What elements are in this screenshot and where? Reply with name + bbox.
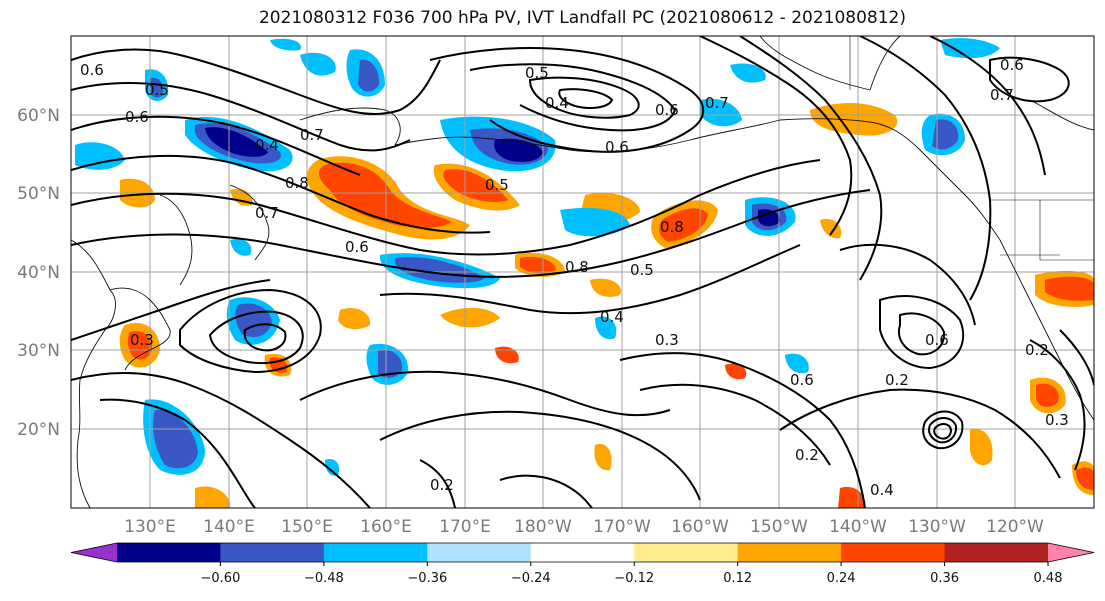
colorbar-extend-low bbox=[71, 543, 117, 562]
contour-label: 0.4 bbox=[255, 136, 279, 154]
contour-label: 0.4 bbox=[545, 94, 569, 112]
contour-label: 0.6 bbox=[1000, 56, 1024, 74]
colorbar-tick-label: −0.24 bbox=[511, 571, 551, 586]
lat-label: 30°N bbox=[17, 341, 60, 361]
contour-label: 0.4 bbox=[870, 481, 894, 499]
contour-label: 0.5 bbox=[525, 64, 549, 82]
colorbar-tick-label: 0.36 bbox=[930, 571, 959, 586]
colorbar-bin bbox=[634, 543, 739, 562]
colorbar-tick-label: −0.48 bbox=[304, 571, 344, 586]
colorbar-tick-label: 0.24 bbox=[827, 571, 856, 586]
contour-label: 0.3 bbox=[655, 331, 679, 349]
contour-label: 0.7 bbox=[255, 204, 279, 222]
contour-label: 0.5 bbox=[630, 261, 654, 279]
contour-label: 0.6 bbox=[655, 101, 679, 119]
lat-labels: 60°N 50°N 40°N 30°N 20°N bbox=[17, 106, 60, 440]
lon-label: 160°E bbox=[360, 517, 412, 537]
colorbar-tick-label: −0.12 bbox=[614, 571, 654, 586]
contour-label: 0.2 bbox=[1025, 341, 1049, 359]
lon-label: 170°W bbox=[593, 517, 651, 537]
lon-label: 150°E bbox=[281, 517, 333, 537]
contour-label: 0.2 bbox=[795, 446, 819, 464]
colorbar-bin bbox=[117, 543, 221, 562]
lon-label: 150°W bbox=[750, 517, 808, 537]
gridlines bbox=[71, 36, 1094, 508]
contour-label: 0.6 bbox=[345, 238, 369, 256]
colorbar-bin bbox=[323, 543, 428, 562]
lon-label: 130°E bbox=[124, 517, 176, 537]
contour-label: 0.6 bbox=[80, 61, 104, 79]
lon-label: 130°W bbox=[908, 517, 966, 537]
colorbar-extend-high bbox=[1048, 543, 1094, 562]
colorbar-bin bbox=[530, 543, 635, 562]
contour-label: 0.6 bbox=[125, 108, 149, 126]
political-boundaries bbox=[849, 36, 1094, 261]
colorbar-tick-label: −0.36 bbox=[407, 571, 447, 586]
contour-label: 0.4 bbox=[600, 308, 624, 326]
contour-label: 0.6 bbox=[790, 371, 814, 389]
contour-label: 0.3 bbox=[1045, 411, 1069, 429]
lon-label: 140°W bbox=[829, 517, 887, 537]
lon-labels: 130°E 140°E 150°E 160°E 170°E 180°W 170°… bbox=[124, 517, 1044, 537]
lon-label: 160°W bbox=[671, 517, 729, 537]
contour-label: 0.8 bbox=[565, 258, 589, 276]
contour-label: 0.2 bbox=[430, 476, 454, 494]
coastlines bbox=[71, 36, 1094, 508]
contour-label: 0.5 bbox=[485, 176, 509, 194]
colorbar-tick-label: 0.48 bbox=[1034, 571, 1063, 586]
colorbar-bin bbox=[841, 543, 946, 562]
lat-label: 40°N bbox=[17, 263, 60, 283]
colorbar-bin bbox=[737, 543, 842, 562]
lat-label: 50°N bbox=[17, 184, 60, 204]
lon-label: 170°E bbox=[439, 517, 491, 537]
lon-label: 120°W bbox=[986, 517, 1044, 537]
colorbar-tick-label: 0.12 bbox=[723, 571, 752, 586]
contour-label: 0.3 bbox=[130, 331, 154, 349]
lon-label: 180°W bbox=[514, 517, 572, 537]
lon-label: 140°E bbox=[203, 517, 255, 537]
pv-shading bbox=[75, 38, 1094, 508]
chart-title: 2021080312 F036 700 hPa PV, IVT Landfall… bbox=[258, 8, 906, 28]
contour-label: 0.6 bbox=[605, 138, 629, 156]
contour-label: 0.7 bbox=[990, 86, 1014, 104]
colorbar-bin bbox=[427, 543, 532, 562]
colorbar-bin bbox=[220, 543, 325, 562]
contour-label: 0.2 bbox=[885, 371, 909, 389]
contour-labels: 0.6 0.5 0.6 0.4 0.7 0.8 0.7 0.6 0.5 0.4 … bbox=[80, 56, 1069, 499]
map-frame bbox=[70, 35, 1095, 509]
colorbar-bin bbox=[944, 543, 1049, 562]
colorbar-outline bbox=[70, 542, 1095, 563]
contour-label: 0.8 bbox=[285, 174, 309, 192]
contour-label: 0.6 bbox=[925, 331, 949, 349]
ivt-contours bbox=[71, 36, 1094, 508]
contour-label: 0.5 bbox=[145, 81, 169, 99]
lat-label: 20°N bbox=[17, 420, 60, 440]
contour-label: 0.8 bbox=[660, 218, 684, 236]
contour-label: 0.7 bbox=[705, 94, 729, 112]
contour-label: 0.7 bbox=[300, 126, 324, 144]
colorbar: −0.60 −0.48 −0.36 −0.24 −0.12 0.12 0.24 0.36 0.4… bbox=[70, 542, 1095, 586]
colorbar-tick-label: −0.60 bbox=[201, 571, 241, 586]
lat-label: 60°N bbox=[17, 106, 60, 126]
